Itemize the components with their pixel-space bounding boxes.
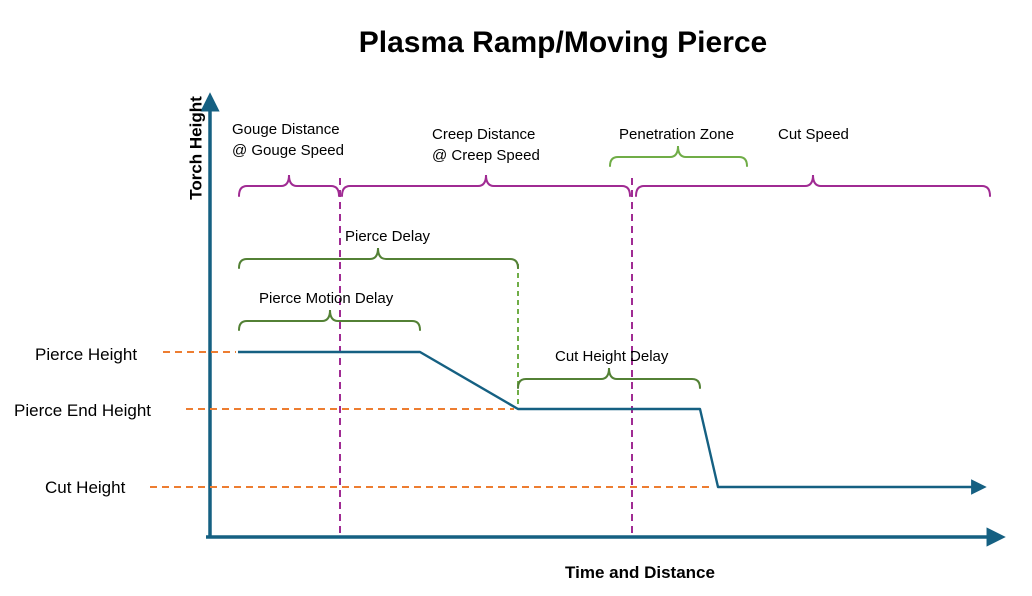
pierce-height-label: Pierce Height (35, 345, 138, 364)
cut-speed-label: Cut Speed (778, 126, 849, 143)
gouge-distance-brace (238, 174, 340, 197)
cut-speed-brace (635, 174, 991, 197)
cut-height-delay-label: Cut Height Delay (555, 348, 669, 365)
cut-height-label: Cut Height (45, 478, 126, 497)
pierce-motion-delay-brace (238, 309, 421, 331)
pierce-delay-brace (238, 247, 519, 269)
pierce-end-height-label: Pierce End Height (14, 401, 152, 420)
x-axis-label: Time and Distance (565, 563, 715, 582)
penetration-zone-brace (609, 145, 748, 167)
creep-distance-brace (341, 174, 631, 197)
creep-distance-label: Creep Distance @ Creep Speed (432, 126, 540, 164)
page-title: Plasma Ramp/Moving Pierce (358, 26, 768, 59)
pierce-delay-label: Pierce Delay (345, 228, 431, 245)
gouge-distance-label: Gouge Distance @ Gouge Speed (232, 121, 344, 159)
pierce-motion-delay-label: Pierce Motion Delay (259, 290, 394, 307)
y-axis-label: Torch Height (186, 96, 206, 200)
cut-height-delay-brace (517, 367, 701, 389)
torch-height-profile-line (238, 350, 987, 495)
penetration-zone-label: Penetration Zone (619, 126, 735, 143)
